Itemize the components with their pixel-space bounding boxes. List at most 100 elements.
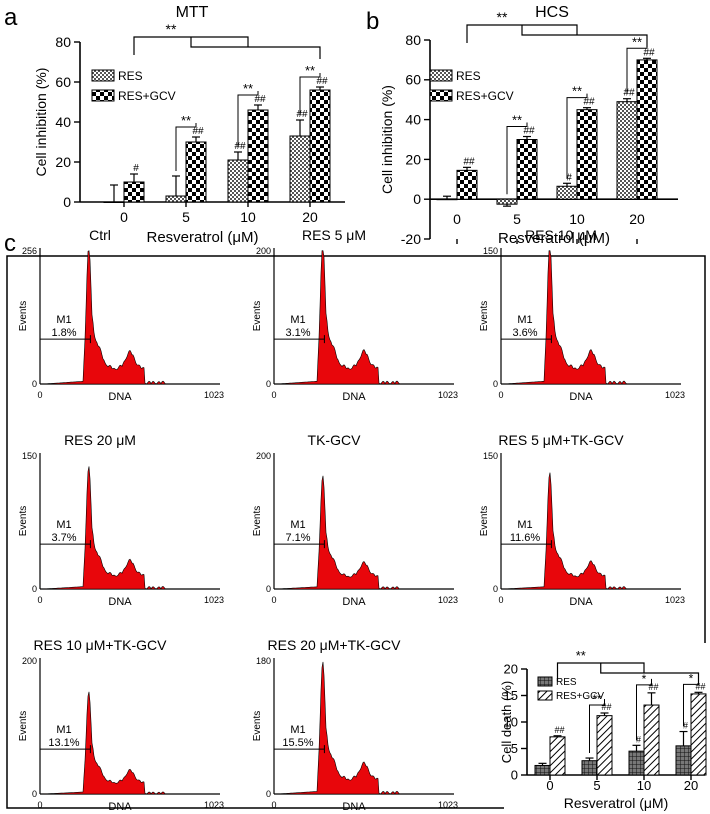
panel-a-letter: a bbox=[4, 4, 18, 31]
d-sig-mark: ## bbox=[648, 682, 658, 692]
hist-x-label: DNA bbox=[342, 596, 366, 608]
d-pair-bracket bbox=[636, 678, 652, 741]
hist-area bbox=[40, 250, 220, 385]
hist-x-end: 1023 bbox=[204, 390, 224, 400]
a-y-tick-label: 40 bbox=[55, 114, 71, 130]
d-y-tick-label: 0 bbox=[511, 768, 518, 783]
hist-x-end: 1023 bbox=[438, 800, 458, 810]
a-sig-mark: ## bbox=[254, 94, 266, 105]
b-legend-swatch bbox=[429, 69, 453, 82]
hist-title: RES 5 μM bbox=[302, 227, 366, 243]
hist-x-end: 1023 bbox=[665, 595, 685, 605]
hist-y-label: Events bbox=[252, 506, 263, 537]
panel-c-frame bbox=[6, 255, 706, 809]
d-sig-mark: ## bbox=[554, 725, 564, 735]
d-sig-mark: # bbox=[636, 734, 641, 744]
a-pair-bracket bbox=[299, 73, 321, 115]
hist-x-label: DNA bbox=[342, 391, 366, 403]
d-legend-label: RES bbox=[556, 677, 577, 688]
hist-title: RES 20 μM bbox=[64, 432, 136, 448]
hist-gate-percent: 3.7% bbox=[51, 532, 76, 544]
a-pair-bracket bbox=[237, 91, 259, 147]
hist-gate-percent: 11.6% bbox=[510, 532, 541, 544]
b-sig-mark: ## bbox=[623, 88, 635, 99]
b-sig-mark: ## bbox=[643, 47, 655, 58]
hist-y-label: Events bbox=[18, 711, 29, 742]
hist-gate-percent: 3.6% bbox=[512, 327, 537, 339]
b-y-tick-label: 20 bbox=[405, 151, 421, 167]
hist-y-max: 256 bbox=[22, 246, 37, 256]
hist-gate-label: M1 bbox=[290, 314, 305, 326]
d-y-tick-label: 20 bbox=[504, 662, 518, 677]
a-pair-bracket bbox=[175, 123, 197, 171]
hist-gate-label: M1 bbox=[56, 724, 71, 736]
b-group-sig: ** bbox=[497, 9, 508, 25]
b-bar-res bbox=[616, 101, 638, 200]
hist-x-end: 1023 bbox=[665, 390, 685, 400]
a-x-tick-label: 20 bbox=[302, 209, 318, 225]
b-y-tick-label: 80 bbox=[405, 32, 421, 48]
hist-x-start: 0 bbox=[37, 390, 42, 400]
d-legend-swatch bbox=[537, 690, 553, 701]
b-x-axis-label: Resveratrol (μM) bbox=[498, 230, 610, 247]
a-sig-mark: ## bbox=[234, 141, 246, 152]
hist-area bbox=[501, 250, 681, 385]
hist-y-max: 200 bbox=[256, 246, 271, 256]
a-legend-label: RES bbox=[118, 69, 143, 83]
a-bar-resgcv bbox=[309, 89, 331, 203]
a-sig-mark: # bbox=[133, 163, 139, 174]
hist-gate-percent: 7.1% bbox=[285, 532, 310, 544]
hist-gate-label: M1 bbox=[517, 519, 532, 531]
b-sig-mark: ## bbox=[523, 126, 535, 137]
d-pair-sig: ** bbox=[592, 692, 602, 706]
a-y-tick-label: 60 bbox=[55, 74, 71, 90]
hist-y-label: Events bbox=[252, 711, 263, 742]
hist-gate-percent: 3.1% bbox=[285, 327, 310, 339]
a-sig-mark: ## bbox=[192, 126, 204, 137]
hist-area bbox=[40, 691, 220, 795]
b-x-tick-label: 0 bbox=[453, 211, 461, 227]
d-sig-mark: # bbox=[683, 721, 688, 731]
hist-y-max: 150 bbox=[483, 246, 498, 256]
a-sig-mark: ## bbox=[296, 109, 308, 120]
hist-y-label: Events bbox=[479, 301, 490, 332]
a-y-tick-label: 0 bbox=[63, 194, 71, 210]
d-y-tick-label: 10 bbox=[504, 715, 518, 730]
hist-gate-label: M1 bbox=[56, 519, 71, 531]
d-group-sig: ** bbox=[576, 648, 586, 663]
b-sig-mark: ## bbox=[583, 97, 595, 108]
hist-area bbox=[274, 661, 454, 795]
a-pair-sig: ** bbox=[243, 81, 253, 96]
a-x-tick-label: 0 bbox=[120, 209, 128, 225]
hist-gate-label: M1 bbox=[56, 314, 71, 326]
hist-x-start: 0 bbox=[271, 800, 276, 810]
a-chart-title: MTT bbox=[176, 4, 209, 21]
hist-y-max: 200 bbox=[22, 656, 37, 666]
d-bar-res bbox=[675, 745, 692, 776]
hist-y-max: 200 bbox=[256, 451, 271, 461]
panel-a-chart: MTT 0 20 40 60 80 Cell inhibition (%) Resveratr… bbox=[33, 4, 345, 246]
d-bar-resgcv bbox=[596, 715, 613, 776]
a-bar-res bbox=[289, 135, 311, 203]
hist-x-start: 0 bbox=[271, 390, 276, 400]
d-x-tick-label: 20 bbox=[684, 778, 698, 793]
b-bar-resgcv bbox=[516, 139, 538, 200]
b-bar-resgcv bbox=[576, 109, 598, 200]
a-legend-label: RES+GCV bbox=[118, 89, 176, 103]
a-bar-resgcv bbox=[247, 109, 269, 203]
b-pair-sig: ** bbox=[572, 84, 582, 99]
hist-x-label: DNA bbox=[108, 801, 132, 813]
hist-y-label: Events bbox=[18, 301, 29, 332]
a-group-bracket-2 bbox=[190, 37, 321, 59]
hist-y-zero: 0 bbox=[266, 789, 271, 799]
b-legend-swatch bbox=[429, 89, 453, 102]
panel-b-letter: b bbox=[366, 8, 379, 35]
hist-x-start: 0 bbox=[271, 595, 276, 605]
panel-c-letter: c bbox=[4, 230, 16, 257]
d-legend-label: RES+GCV bbox=[556, 691, 604, 702]
a-pair-sig: ** bbox=[305, 63, 315, 78]
b-pair-bracket bbox=[506, 122, 528, 195]
hist-x-label: DNA bbox=[569, 391, 593, 403]
hist-y-zero: 0 bbox=[266, 379, 271, 389]
